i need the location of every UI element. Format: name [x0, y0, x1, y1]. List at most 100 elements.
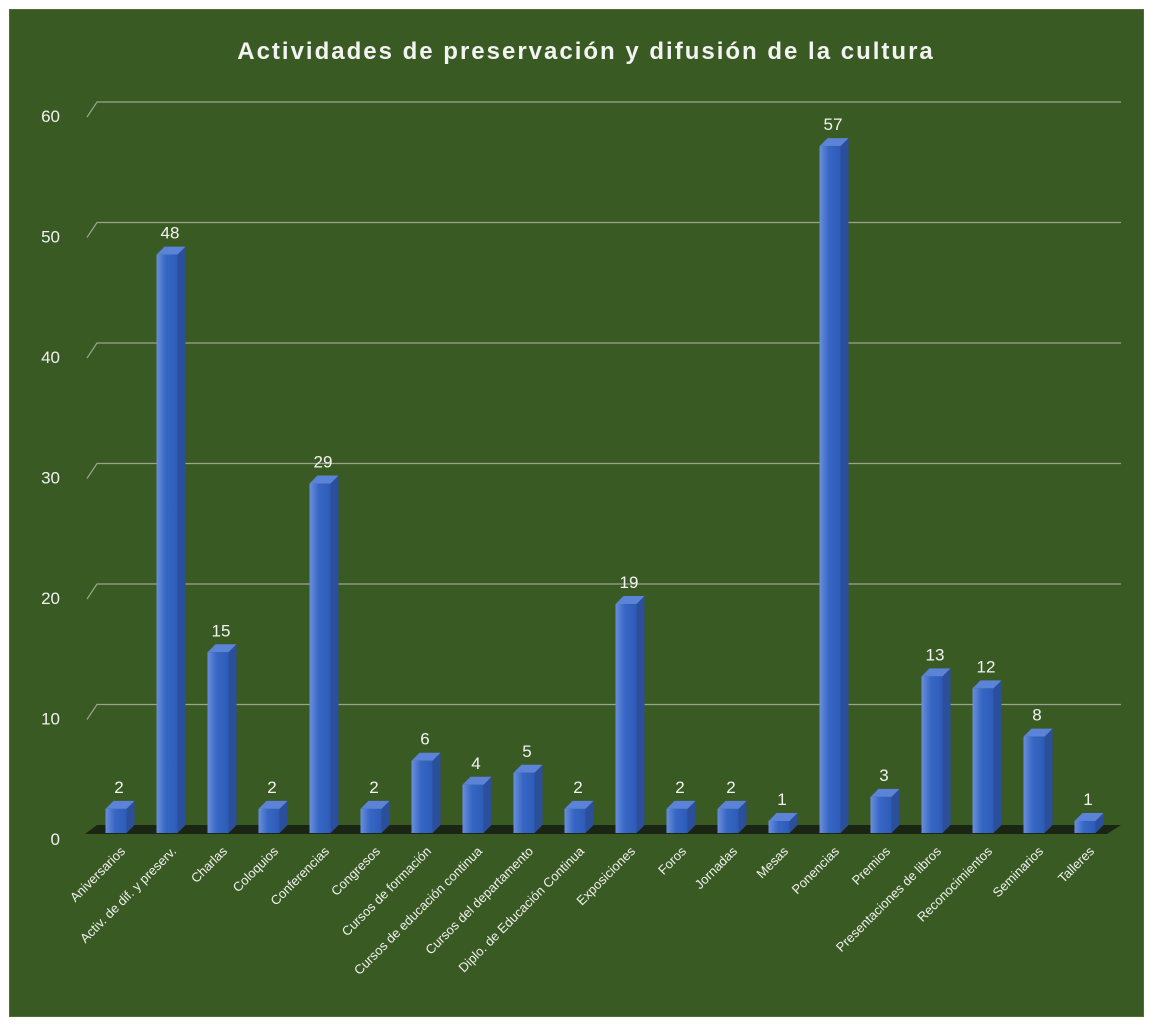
- data-label: 1: [1083, 790, 1092, 809]
- bar-front: [972, 688, 994, 833]
- x-tick-label: Cursos de formación: [339, 844, 434, 939]
- bar: [411, 752, 441, 833]
- bar: [513, 764, 543, 833]
- bar-top: [105, 800, 135, 809]
- bar-side: [585, 800, 594, 833]
- bar-front: [360, 808, 382, 833]
- data-label: 8: [1032, 706, 1041, 725]
- bar: [615, 596, 645, 833]
- y-tick-label: 60: [41, 107, 60, 126]
- x-tick-label: Congresos: [328, 843, 383, 898]
- data-label: 2: [369, 778, 378, 797]
- bar: [156, 246, 186, 834]
- bar-side: [738, 800, 747, 833]
- bar-side: [942, 668, 951, 833]
- bar-top: [360, 800, 390, 809]
- data-label: 2: [573, 778, 582, 797]
- data-labels: 2 48 15 2 29 2 6 4 5 2 19 2 2 1 57 3 13 12 8 1: [114, 115, 1092, 809]
- bar-front: [207, 652, 229, 833]
- bar-side: [789, 812, 798, 833]
- bar-side: [126, 800, 135, 833]
- x-tick-label: Charlas: [188, 843, 231, 886]
- bar-top: [207, 644, 237, 653]
- bar-top: [768, 812, 798, 821]
- bar-top: [1074, 812, 1104, 821]
- bar-front: [615, 604, 637, 833]
- bar-side: [891, 788, 900, 833]
- x-tick-label: Foros: [655, 843, 689, 877]
- y-tick-label: 10: [41, 710, 60, 729]
- bar-front: [258, 808, 280, 833]
- bar: [309, 475, 339, 833]
- y-tick-label: 40: [41, 348, 60, 367]
- bar-side: [483, 776, 492, 833]
- bar-side: [381, 800, 390, 833]
- bar-side: [432, 752, 441, 833]
- bar-front: [666, 808, 688, 833]
- chart-floor: [85, 825, 1121, 834]
- gridline: [86, 462, 1121, 479]
- gridline: [86, 583, 1121, 600]
- chart-title: Actividades de preservación y difusión d…: [237, 38, 935, 65]
- x-tick-label: Jornadas: [692, 843, 741, 892]
- data-label: 12: [977, 657, 996, 676]
- bar-top: [819, 138, 849, 147]
- y-tick-label: 50: [41, 228, 60, 247]
- data-label: 1: [777, 790, 786, 809]
- y-tick-label: 0: [51, 830, 60, 849]
- gridline: [86, 342, 1121, 359]
- bar-side: [177, 246, 186, 834]
- bar-front: [105, 808, 127, 833]
- data-label: 3: [879, 766, 888, 785]
- bar: [666, 800, 696, 833]
- bar: [768, 812, 798, 833]
- bar: [258, 800, 288, 833]
- bar-front: [513, 772, 535, 833]
- bar-top: [309, 475, 339, 484]
- bar-front: [1074, 820, 1096, 833]
- bar-side: [279, 800, 288, 833]
- x-tick-label: Seminarios: [990, 843, 1047, 900]
- chart-background: [9, 9, 1144, 1017]
- bars: [105, 138, 1104, 834]
- data-label: 2: [114, 778, 123, 797]
- bar-side: [228, 644, 237, 833]
- bar-top: [921, 668, 951, 677]
- x-tick-label: Coloquios: [230, 843, 282, 895]
- bar: [819, 138, 849, 833]
- x-tick-label: Mesas: [753, 843, 791, 881]
- bar-top: [666, 800, 696, 809]
- x-tick-label: Activ. de dif. y preserv.: [77, 844, 179, 946]
- x-tick-label: Premios: [849, 843, 894, 888]
- bar-top: [513, 764, 543, 773]
- bar-front: [717, 808, 739, 833]
- bar-front: [768, 820, 790, 833]
- bar-side: [1044, 728, 1053, 833]
- bar-front: [309, 483, 331, 833]
- bar-top: [564, 800, 594, 809]
- bar-top: [717, 800, 747, 809]
- bar-side: [993, 680, 1002, 833]
- bar-side: [330, 475, 339, 833]
- bar-side: [840, 138, 849, 833]
- bar: [462, 776, 492, 833]
- bar: [360, 800, 390, 833]
- bar-front: [1023, 736, 1045, 833]
- data-label: 15: [212, 621, 231, 640]
- bar-front: [462, 784, 484, 833]
- bar: [564, 800, 594, 833]
- bar: [207, 644, 237, 833]
- bar-side: [687, 800, 696, 833]
- bar-side: [1095, 812, 1104, 833]
- bar: [972, 680, 1002, 833]
- bar-top: [156, 246, 186, 255]
- bar-top: [258, 800, 288, 809]
- gridline: [86, 703, 1121, 720]
- bar-side: [534, 764, 543, 833]
- data-label: 48: [161, 224, 180, 243]
- bar-front: [921, 676, 943, 833]
- data-label: 13: [926, 645, 945, 664]
- y-axis-ticks: 0 10 20 30 40 50 60: [41, 107, 60, 849]
